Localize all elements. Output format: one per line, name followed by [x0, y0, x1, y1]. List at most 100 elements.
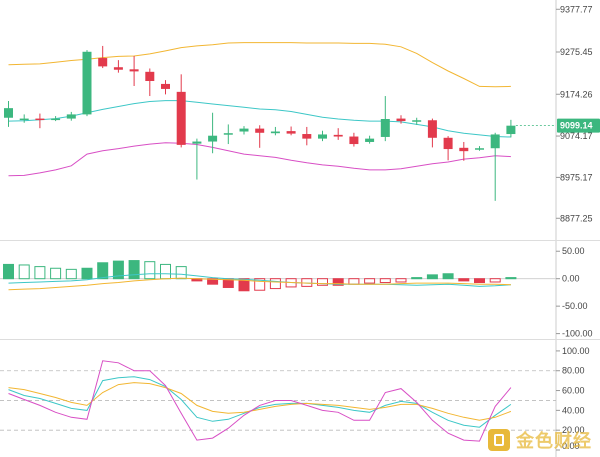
- macd-histogram-bar: [458, 278, 470, 282]
- watermark: 金色财经: [488, 427, 596, 453]
- candle-body: [302, 134, 312, 139]
- price-axis-tick-label: 9275.45: [560, 47, 593, 57]
- candle-up: [51, 116, 61, 122]
- candle-body: [19, 118, 29, 121]
- kdj-k-line: [8, 376, 512, 428]
- candle-up: [192, 138, 202, 180]
- macd-histogram-bar: [160, 263, 171, 280]
- macd-histogram-bar: [442, 273, 454, 280]
- last-price-label: 9099.14: [560, 121, 593, 131]
- macd-histogram-bar: [112, 260, 124, 280]
- candle-up: [4, 101, 13, 127]
- macd-histogram-bar: [474, 278, 485, 284]
- candle-up: [365, 135, 375, 144]
- candle-down: [255, 125, 265, 148]
- price-axis-tick-label: 9174.26: [560, 89, 593, 99]
- candle-down: [35, 113, 45, 129]
- macd-histogram-bar: [18, 264, 30, 280]
- last-price-badge: [557, 118, 600, 133]
- candle-body: [35, 118, 45, 121]
- kdj-j-line: [8, 360, 512, 442]
- candle-body: [113, 67, 123, 70]
- price-axis-tick-label: 9074.17: [560, 131, 593, 141]
- candle-body: [98, 58, 108, 67]
- candle-down: [98, 45, 108, 69]
- candle-body: [192, 141, 202, 144]
- candle-body: [490, 134, 500, 149]
- candle-body: [129, 69, 139, 72]
- macd-histogram-bar: [364, 278, 376, 284]
- candle-up: [506, 119, 516, 138]
- candle-body: [427, 120, 437, 138]
- macd-axis-tick-label: 50.00: [562, 246, 585, 256]
- candle-up: [208, 112, 218, 154]
- macd-histogram-bar: [348, 278, 360, 285]
- macd-histogram-bar: [207, 278, 219, 285]
- candle-body: [255, 128, 265, 133]
- candle-down: [161, 80, 170, 95]
- candle-down: [113, 60, 123, 73]
- candle-body: [270, 131, 280, 134]
- candle-body: [396, 118, 406, 122]
- macd-dea-line: [8, 277, 511, 291]
- candle-body: [239, 128, 249, 132]
- price-axis-tick-label: 9377.77: [560, 4, 593, 14]
- macd-histogram-bar: [254, 278, 266, 291]
- candle-down: [349, 132, 359, 147]
- candle-body: [318, 134, 327, 139]
- macd-histogram-bar: [317, 278, 328, 286]
- candle-body: [82, 51, 92, 115]
- candle-body: [412, 120, 422, 122]
- macd-histogram-bar: [489, 278, 501, 283]
- macd-histogram-bar: [97, 262, 109, 280]
- macd-histogram-bar: [144, 261, 156, 280]
- macd-histogram-bar: [269, 278, 281, 290]
- macd-histogram-bar: [34, 266, 46, 280]
- candle-up: [223, 124, 233, 145]
- candle-up: [66, 111, 76, 121]
- candle-down: [396, 115, 406, 124]
- candle-body: [176, 91, 186, 145]
- macd-histogram-bar: [128, 260, 140, 280]
- candle-body: [349, 136, 359, 145]
- candle-body: [475, 148, 484, 150]
- candle-down: [286, 126, 296, 136]
- macd-dif-line: [8, 273, 511, 287]
- macd-axis-tick-label: 0.00: [562, 274, 580, 284]
- macd-histogram-bar: [238, 278, 250, 292]
- candle-up: [239, 126, 249, 135]
- watermark-text: 金色财经: [516, 431, 592, 452]
- candle-down: [427, 118, 437, 148]
- candle-down: [145, 68, 155, 97]
- candle-down: [129, 55, 139, 87]
- candle-body: [365, 138, 375, 142]
- macd-histogram-bar: [395, 278, 407, 283]
- kdj-axis-tick-label: 40.00: [562, 405, 585, 415]
- macd-histogram-bar: [426, 274, 438, 280]
- candle-body: [506, 125, 516, 135]
- candle-up: [380, 96, 390, 142]
- macd-histogram-bar: [175, 266, 187, 280]
- price-axis-tick-label: 8975.17: [560, 172, 593, 182]
- macd-histogram-bar: [81, 267, 93, 280]
- bollinger-upper-line: [8, 42, 511, 88]
- candle-body: [286, 131, 296, 134]
- candle-up: [270, 126, 280, 136]
- candle-body: [51, 118, 61, 121]
- candle-body: [223, 133, 233, 135]
- kdj-axis-tick-label: 20.00: [562, 425, 585, 435]
- kdj-axis-tick-label: 100.00: [562, 346, 590, 356]
- bollinger-middle-line: [8, 100, 511, 138]
- gold-coin-logo-icon: [488, 429, 510, 451]
- candle-down: [333, 128, 343, 140]
- candle-body: [443, 137, 453, 150]
- candle-up: [19, 114, 29, 123]
- bollinger-lower-line: [8, 142, 511, 177]
- candle-body: [459, 147, 469, 152]
- candle-up: [318, 130, 327, 142]
- macd-histogram-bar: [411, 277, 423, 280]
- macd-histogram-bar: [65, 268, 77, 280]
- candle-up: [412, 117, 422, 125]
- kdj-axis-tick-label: 80.00: [562, 366, 585, 376]
- candle-body: [208, 135, 218, 142]
